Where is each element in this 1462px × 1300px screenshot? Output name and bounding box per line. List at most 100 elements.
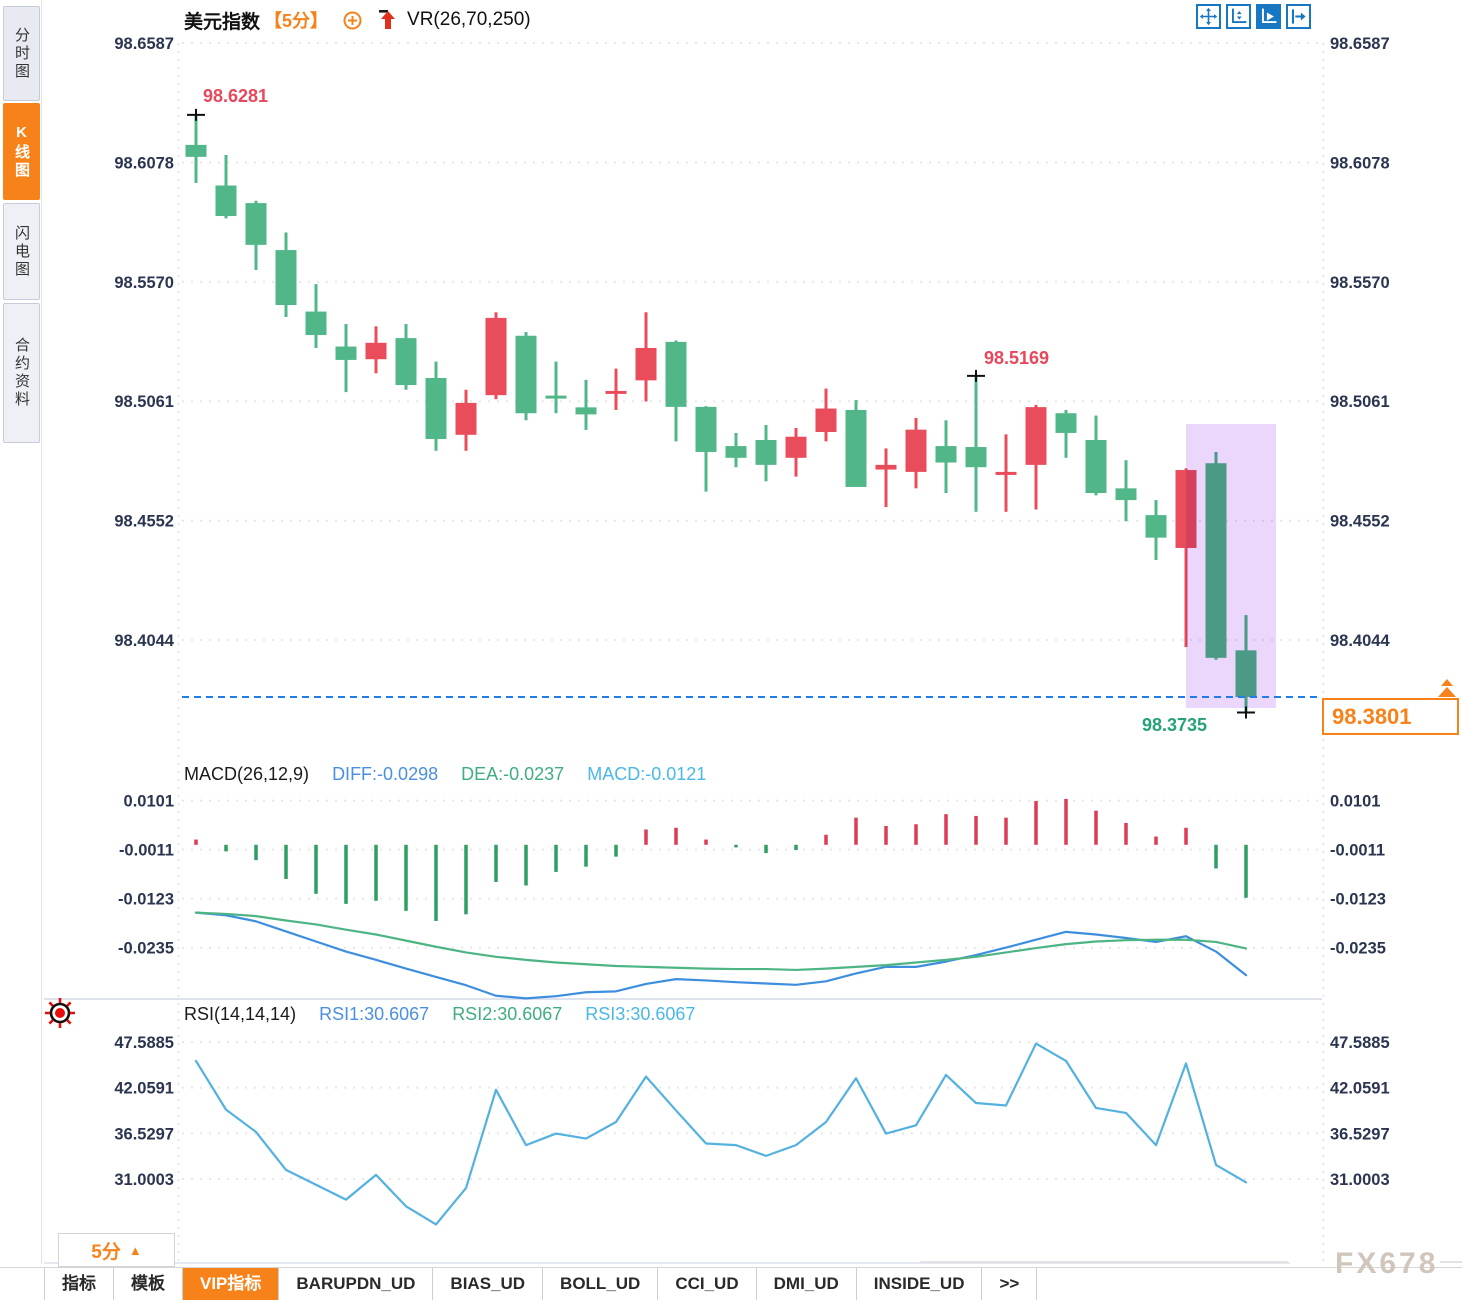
swing-high-price-label: 98.5169 [984,348,1050,368]
macd-bar [614,844,618,857]
rsi2-value: RSI2:30.6067 [452,1004,563,1024]
macd-bar [554,844,558,872]
macd-bar [974,815,978,845]
indicator-tabbar: 指标 模板 VIP指标 BARUPDN_UD BIAS_UD BOLL_UD C… [0,1267,1462,1300]
macd-bar [254,844,258,861]
candle-body [965,447,987,468]
tab-more[interactable]: >> [982,1268,1038,1300]
candle-body [1115,488,1137,501]
tab-indicators[interactable]: 指标 [44,1268,114,1300]
axis-range-icon[interactable] [1226,4,1251,29]
y-axis-label-left: 98.6587 [114,35,174,53]
macd-bar [194,839,198,845]
candle-body [305,311,327,336]
tab-bias-ud[interactable]: BIAS_UD [433,1268,544,1300]
alert-sun-icon[interactable] [44,997,76,1034]
rsi-axis-label-left: 42.0591 [114,1080,174,1098]
candle-body [545,395,567,399]
macd-axis-label-left: -0.0011 [119,842,174,860]
move-icon[interactable] [1196,4,1221,29]
macd-macd-value: MACD:-0.0121 [587,764,707,784]
candle-body [575,407,597,415]
candle-body [1055,413,1077,433]
rsi3-value: RSI3:30.6067 [585,1004,696,1024]
tab-templates[interactable]: 模板 [114,1268,183,1300]
sidebar-item-candlestick-chart[interactable]: K线图 [3,103,40,200]
macd-bar [1154,836,1158,845]
macd-bar [794,844,798,851]
macd-bar [704,839,708,845]
axis-play-icon[interactable] [1256,4,1281,29]
candle-body [665,341,687,407]
chart-toolbar [1196,4,1311,29]
candle-wick [584,379,588,430]
watermark: FX678 [1335,1247,1439,1280]
candle-wick [554,361,558,414]
candle-body [935,446,957,463]
candle-body [1025,407,1047,465]
macd-bar [674,827,678,845]
y-axis-label-left: 98.4044 [114,632,174,650]
candle-body [905,429,927,472]
macd-bar [284,844,288,879]
rsi-name: RSI(14,14,14) [184,1004,297,1024]
tab-boll-ud[interactable]: BOLL_UD [543,1268,659,1300]
macd-bar [854,817,858,845]
macd-dea-line [194,911,1248,972]
rsi-axis-label-right: 47.5885 [1330,1034,1390,1052]
candle-body [605,390,627,394]
candle-body [635,347,657,381]
candle-body [485,317,507,396]
macd-diff-line [194,911,1248,1000]
tab-cci-ud[interactable]: CCI_UD [658,1268,757,1300]
candle-body [785,436,807,458]
sidebar-item-time-chart[interactable]: 分时图 [3,6,40,101]
tab-inside-ud[interactable]: INSIDE_UD [857,1268,983,1300]
macd-bar [764,844,768,854]
macd-axis-label-left: -0.0123 [118,891,174,909]
highlight-region [1186,424,1276,708]
high-price-label: 98.6281 [203,86,269,106]
sidebar-item-contract-info[interactable]: 合约资料 [3,303,40,443]
macd-bar [1214,844,1218,869]
tab-dmi-ud[interactable]: DMI_UD [757,1268,857,1300]
candle-wick [1064,409,1068,458]
y-axis-label-right: 98.4044 [1330,632,1390,650]
macd-bar [524,844,528,886]
rsi-header: RSI(14,14,14) RSI1:30.6067 RSI2:30.6067 … [184,1004,695,1028]
candle-body [1145,515,1167,538]
macd-bar [584,844,588,867]
sidebar-divider [41,0,42,1264]
candle-body [455,402,477,435]
candle-body [215,185,237,217]
candle-body [815,408,837,433]
pan-right-icon[interactable] [1286,4,1311,29]
macd-header: MACD(26,12,9) DIFF:-0.0298 DEA:-0.0237 M… [184,764,706,788]
candle-body [995,471,1017,475]
macd-bar [644,829,648,845]
y-axis-label-right: 98.5570 [1330,274,1390,292]
chart-header: 美元指数 【5分】 VR(26,70,250) [184,6,531,34]
timeframe-badge[interactable]: 【5分】 [264,11,329,31]
candle-body [515,335,537,414]
watermark-line [920,1261,1288,1263]
macd-bar [824,834,828,845]
candle-body [695,406,717,452]
macd-bar [1244,844,1248,898]
rsi-axis-label-right: 36.5297 [1330,1125,1390,1143]
tab-barupdn-ud[interactable]: BARUPDN_UD [279,1268,434,1300]
candle-body [275,250,297,305]
macd-bar [944,814,948,845]
add-indicator-icon[interactable] [342,10,363,31]
rsi-axis-label-right: 42.0591 [1330,1080,1390,1098]
y-axis-label-left: 98.5061 [114,393,174,411]
macd-dea-value: DEA:-0.0237 [461,764,565,784]
sidebar-item-lightning-chart[interactable]: 闪电图 [3,203,40,300]
rsi-axis-label-left: 36.5297 [114,1125,174,1143]
y-axis-label-left: 98.4552 [114,513,174,531]
period-selector[interactable]: 5分 ▲ [58,1233,175,1267]
candle-body [245,203,267,245]
macd-bar [224,844,228,852]
tab-vip-indicators[interactable]: VIP指标 [183,1268,280,1300]
